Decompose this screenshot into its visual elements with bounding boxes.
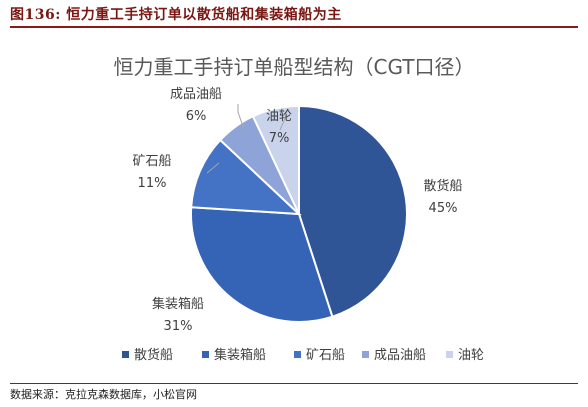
leader-line (206, 162, 220, 174)
chart-title: 恒力重工手持订单船型结构（CGT口径） (114, 55, 475, 79)
pie-slice-3 (190, 138, 302, 216)
legend-item: 矿石船 (294, 348, 345, 363)
legend-item: 成品油船 (362, 348, 426, 363)
figure-caption: 图136: 恒力重工手持订单以散货船和集装箱船为主 (10, 7, 342, 23)
slice-percent-label: 11% (138, 176, 167, 191)
legend-swatch (446, 351, 453, 358)
legend-swatch (362, 351, 369, 358)
legend-label: 散货船 (134, 347, 173, 363)
slice-percent-label: 7% (269, 131, 290, 146)
source-note: 数据来源：克拉克森数据库，小松官网 (10, 388, 197, 401)
slice-category-label: 散货船 (423, 178, 462, 194)
legend-label: 集装箱船 (214, 347, 266, 363)
legend-label: 矿石船 (306, 348, 345, 363)
legend-swatch (122, 351, 129, 358)
slice-category-label: 油轮 (266, 109, 292, 124)
pie-slice-5 (251, 104, 300, 215)
slice-category-label: 集装箱船 (152, 296, 204, 312)
slice-percent-label: 45% (429, 201, 458, 216)
leader-line (237, 104, 246, 133)
leader-lines (206, 104, 287, 174)
pie-slice-1 (298, 104, 408, 318)
slice-labels: 散货船 45% 集装箱船 31% 矿石船 11% 成品油船 6% 油轮 7% (132, 87, 462, 334)
slice-category-label: 矿石船 (132, 154, 171, 169)
pie-slice-2 (190, 206, 334, 323)
leader-line (279, 115, 287, 131)
legend-swatch (294, 351, 301, 358)
slice-percent-label: 6% (186, 109, 207, 124)
slice-category-label: 成品油船 (170, 87, 222, 102)
source-rule (10, 383, 578, 384)
pie-slices (190, 104, 408, 323)
legend-swatch (202, 351, 209, 358)
legend-item: 油轮 (446, 348, 484, 363)
legend: 散货船 集装箱船 矿石船 成品油船 油轮 (122, 347, 484, 363)
caption-rule (10, 26, 578, 28)
legend-label: 油轮 (458, 348, 484, 363)
legend-label: 成品油船 (374, 348, 426, 363)
slice-percent-label: 31% (164, 319, 193, 334)
legend-item: 集装箱船 (202, 347, 266, 363)
legend-item: 散货船 (122, 347, 173, 363)
